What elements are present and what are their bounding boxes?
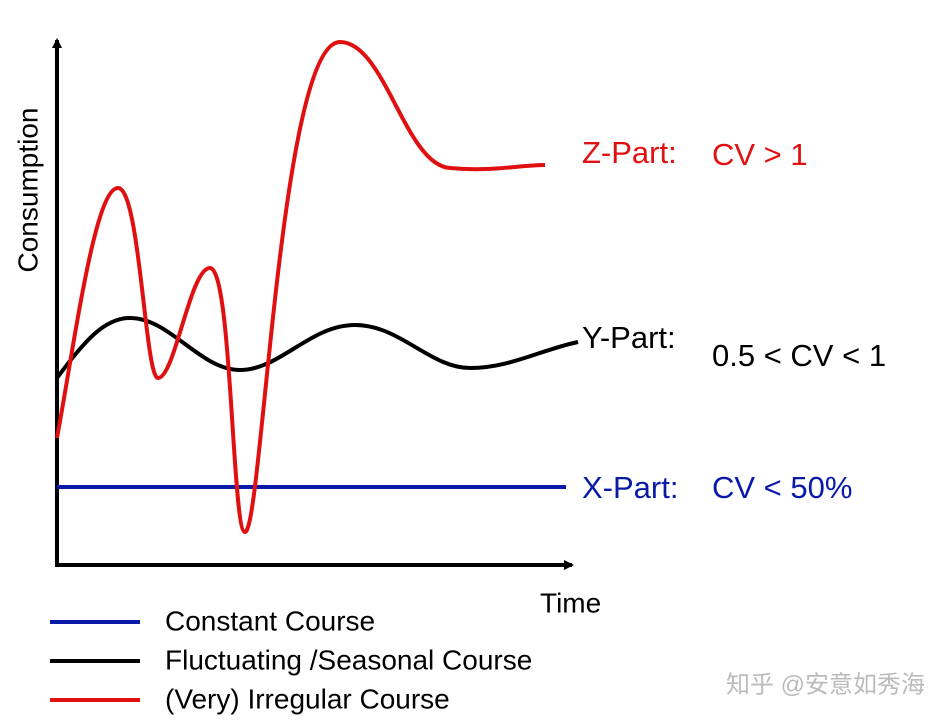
legend-label: Fluctuating /Seasonal Course: [165, 644, 532, 675]
part-label: Z-Part:: [582, 135, 677, 170]
fluctuating-curve: [55, 315, 579, 380]
criterion-label: CV < 50%: [712, 470, 852, 505]
part-label: Y-Part:: [582, 320, 676, 355]
legend-label: Constant Course: [165, 605, 375, 636]
part-label: X-Part:: [582, 470, 678, 505]
criterion-label: 0.5 < CV < 1: [712, 338, 886, 373]
irregular-curve: [55, 39, 546, 535]
y-axis-label: Consumption: [12, 108, 43, 273]
x-axis-label: Time: [540, 587, 601, 618]
watermark: 知乎 @安意如秀海: [726, 671, 925, 698]
criterion-label: CV > 1: [712, 137, 808, 172]
legend-label: (Very) Irregular Course: [165, 683, 450, 714]
